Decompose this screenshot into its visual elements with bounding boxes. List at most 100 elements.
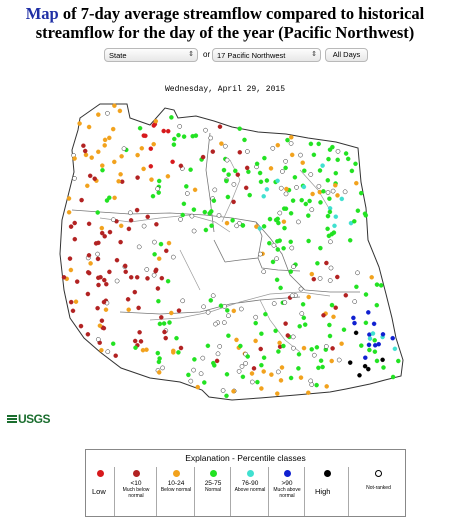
gauge-point[interactable] [354,180,359,186]
gauge-point[interactable] [275,216,280,222]
gauge-point[interactable] [300,302,306,307]
gauge-point[interactable] [281,343,286,349]
gauge-point[interactable] [202,209,208,215]
gauge-point[interactable] [152,252,157,257]
gauge-point[interactable] [279,365,285,370]
gauge-point[interactable] [165,174,171,179]
gauge-point[interactable] [288,211,294,216]
gauge-point[interactable] [314,382,319,388]
gauge-point[interactable] [105,110,110,116]
gauge-point[interactable] [275,391,280,396]
gauge-point[interactable] [278,285,283,291]
gauge-point[interactable] [188,167,193,172]
gauge-point[interactable] [261,194,266,199]
gauge-point[interactable] [72,156,77,161]
gauge-point[interactable] [352,219,357,224]
gauge-point[interactable] [261,224,267,229]
gauge-point[interactable] [186,372,191,378]
gauge-point[interactable] [262,155,267,161]
gauge-point[interactable] [277,340,282,346]
gauge-point[interactable] [224,372,230,377]
gauge-point[interactable] [176,132,181,138]
gauge-point[interactable] [259,331,264,336]
gauge-point[interactable] [151,123,157,128]
gauge-point[interactable] [118,172,123,177]
gauge-point[interactable] [245,149,250,154]
gauge-point[interactable] [239,364,245,369]
gauge-point[interactable] [267,216,273,222]
gauge-point[interactable] [68,224,74,229]
gauge-point[interactable] [283,158,288,164]
gauge-point[interactable] [254,161,260,167]
gauge-point[interactable] [86,124,92,130]
gauge-point[interactable] [351,315,356,321]
gauge-point[interactable] [263,311,268,317]
gauge-point[interactable] [161,321,167,326]
gauge-point[interactable] [328,265,334,271]
gauge-point[interactable] [327,322,332,328]
gauge-point[interactable] [339,196,345,202]
gauge-point[interactable] [136,244,142,250]
gauge-point[interactable] [349,168,355,174]
gauge-point[interactable] [153,268,158,274]
gauge-point[interactable] [102,137,108,143]
gauge-point[interactable] [390,335,395,341]
gauge-point[interactable] [95,256,101,262]
gauge-point[interactable] [202,380,207,385]
gauge-point[interactable] [357,373,362,378]
gauge-point[interactable] [249,371,255,376]
gauge-point[interactable] [95,337,101,342]
gauge-point[interactable] [380,357,385,363]
gauge-point[interactable] [78,323,84,329]
gauge-point[interactable] [363,355,368,360]
gauge-point[interactable] [155,350,161,356]
gauge-point[interactable] [306,390,311,395]
gauge-point[interactable] [163,335,168,341]
gauge-point[interactable] [101,299,107,305]
gauge-point[interactable] [261,369,266,374]
gauge-point[interactable] [97,323,103,328]
gauge-point[interactable] [315,261,320,266]
gauge-point[interactable] [137,125,143,131]
gauge-point[interactable] [137,330,142,335]
gauge-point[interactable] [291,264,296,270]
gauge-point[interactable] [309,347,314,352]
gauge-point[interactable] [258,346,263,352]
gauge-point[interactable] [162,329,167,335]
gauge-point[interactable] [214,358,220,364]
gauge-point[interactable] [261,269,267,275]
gauge-point[interactable] [178,345,184,351]
gauge-point[interactable] [72,236,78,242]
gauge-point[interactable] [230,218,235,223]
gauge-point[interactable] [289,293,295,299]
gauge-point[interactable] [224,157,230,163]
scope-select[interactable]: State ⇕ [104,48,198,62]
gauge-point[interactable] [345,156,351,162]
gauge-point[interactable] [181,134,187,139]
gauge-point[interactable] [165,128,171,134]
gauge-point[interactable] [242,137,247,143]
gauge-point[interactable] [234,337,239,343]
gauge-point[interactable] [333,214,339,219]
gauge-point[interactable] [67,256,73,261]
gauge-point[interactable] [258,179,264,185]
gauge-point[interactable] [203,127,208,133]
gauge-point[interactable] [159,315,164,320]
gauge-point[interactable] [152,239,157,245]
gauge-point[interactable] [271,301,277,306]
gauge-point[interactable] [341,327,347,332]
gauge-point[interactable] [329,358,334,364]
gauge-point[interactable] [200,154,206,160]
gauge-point[interactable] [381,365,386,370]
gauge-point[interactable] [374,302,380,308]
gauge-point[interactable] [371,321,377,327]
gauge-point[interactable] [301,184,307,190]
gauge-point[interactable] [156,178,162,184]
gauge-point[interactable] [243,185,249,191]
gauge-point[interactable] [72,220,77,226]
gauge-point[interactable] [320,163,325,168]
gauge-point[interactable] [211,198,217,203]
gauge-point[interactable] [160,365,165,371]
gauge-point[interactable] [237,150,243,155]
gauge-point[interactable] [271,242,277,248]
